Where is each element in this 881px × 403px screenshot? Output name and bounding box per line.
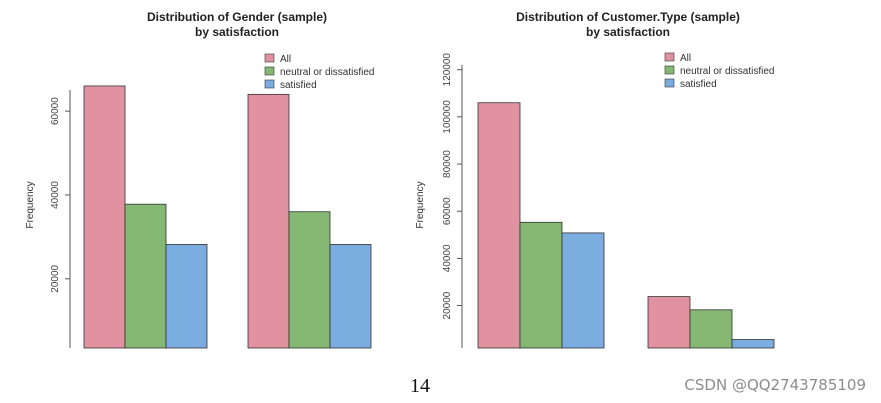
chart-title-line-1: Distribution of Gender (sample) [147,10,327,24]
y-ticks: 20000 40000 60000 80000 100000 120000 [442,53,462,319]
y-tick-label: 60000 [442,197,453,225]
legend-label: All [680,53,691,64]
bar-all-group-1 [477,102,521,349]
bar-neutral-or-dissatisfied-group-2 [288,211,331,349]
customer-type-chart: Distribution of Customer.Type (sample) b… [415,10,775,349]
legend-swatch [264,79,275,89]
legend: All neutral or dissatisfied satisfied [264,53,375,91]
bar-neutral-or-dissatisfied-group-1 [519,221,563,349]
legend-swatch [664,65,675,75]
bar-all-group-1 [83,85,126,349]
bar-satisfied-group-2 [731,339,775,349]
y-tick-label: 20000 [50,264,61,292]
bar-all-group-2 [647,296,691,349]
chart-title-line-1: Distribution of Customer.Type (sample) [516,10,740,24]
page-number: 14 [410,375,430,397]
legend-swatch [664,78,675,88]
legend-swatch [664,52,675,62]
y-axis-label: Frequency [25,181,36,228]
chart-title-line-2: by satisfaction [586,25,670,39]
legend-label: neutral or dissatisfied [680,66,775,77]
bar-neutral-or-dissatisfied-group-1 [124,203,167,349]
legend-label: satisfied [680,79,717,90]
gender-chart: Distribution of Gender (sample) by satis… [25,10,375,349]
y-tick-label: 100000 [442,100,453,134]
y-tick-label: 40000 [50,181,61,209]
bars [83,85,372,349]
bar-satisfied-group-1 [561,232,605,349]
legend: All neutral or dissatisfied satisfied [664,52,775,90]
chart-title-line-2: by satisfaction [195,25,279,39]
bar-neutral-or-dissatisfied-group-2 [689,309,733,349]
legend-label: neutral or dissatisfied [280,67,375,78]
y-tick-label: 60000 [50,97,61,125]
y-tick-label: 120000 [442,53,453,87]
y-tick-label: 40000 [442,244,453,272]
legend-swatch [264,53,275,63]
bar-satisfied-group-2 [329,244,372,349]
bars [477,102,775,349]
y-tick-label: 80000 [442,150,453,178]
legend-label: All [280,54,291,65]
bar-all-group-2 [247,93,290,349]
watermark: CSDN @QQ2743785109 [684,376,866,394]
legend-label: satisfied [280,80,317,91]
y-tick-label: 20000 [442,291,453,319]
bar-satisfied-group-1 [165,244,208,349]
y-ticks: 20000 40000 60000 [50,97,70,293]
y-axis-label: Frequency [415,181,426,228]
legend-swatch [264,66,275,76]
